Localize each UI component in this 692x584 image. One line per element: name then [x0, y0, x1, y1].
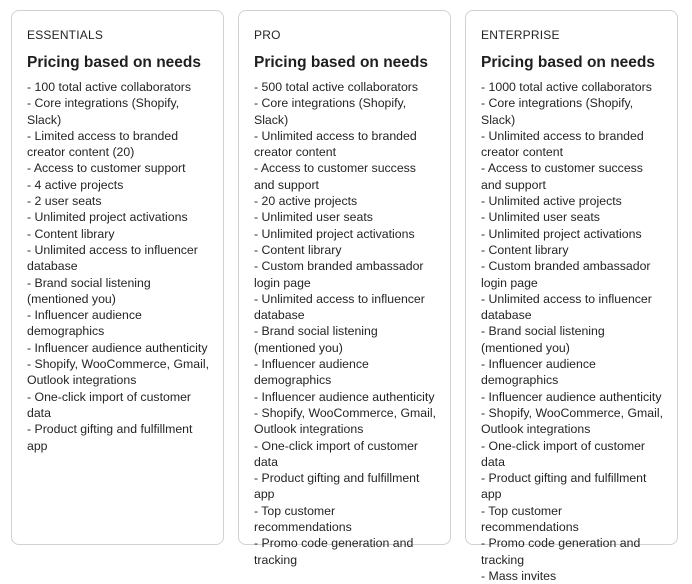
feature-item: - Shopify, WooCommerce, Gmail, Outlook i…: [481, 405, 663, 437]
feature-item: - Unlimited access to influencer databas…: [481, 291, 652, 323]
feature-item: - Top customer recommendations: [254, 503, 352, 535]
feature-item: - Shopify, WooCommerce, Gmail, Outlook i…: [254, 405, 436, 437]
feature-item: - Unlimited user seats: [481, 210, 600, 225]
feature-item: - Influencer audience authenticity: [481, 389, 662, 404]
plan-name: PRO: [254, 28, 281, 42]
feature-item: - Access to customer support: [27, 161, 186, 176]
feature-item: - Promo code generation and tracking: [481, 536, 641, 567]
feature-item: - One-click import of customer data: [481, 438, 645, 469]
feature-item: - Unlimited project activations: [254, 226, 415, 241]
feature-item: - Product gifting and fulfillment app: [481, 471, 647, 502]
card-heading: Pricing based on needs: [27, 54, 201, 71]
plan-name: ESSENTIALS: [27, 28, 104, 42]
feature-item: - Brand social listening (mentioned you): [481, 324, 605, 355]
feature-item: - 1000 total active collaborators: [481, 80, 652, 94]
feature-item: - Limited access to branded creator cont…: [27, 128, 179, 160]
pricing-card: ENTERPRISE Pricing based on needs - 1000 t…: [465, 10, 678, 583]
feature-item: - Custom branded ambassador login page: [481, 259, 651, 290]
feature-item: - Influencer audience authenticity: [254, 389, 435, 404]
feature-item: - Product gifting and fulfillment app: [254, 471, 420, 502]
feature-item: - Influencer audience demographics: [254, 357, 369, 388]
feature-item: - Unlimited active projects: [481, 194, 622, 209]
feature-item: - Content library: [27, 226, 115, 241]
feature-list: - 100 total active collaborators - Core i…: [27, 79, 209, 454]
feature-item: - Shopify, WooCommerce, Gmail, Outlook i…: [27, 357, 209, 388]
feature-item: - Brand social listening (mentioned you): [254, 324, 378, 355]
feature-list: - 1000 total active collaborators - Core …: [481, 79, 663, 584]
feature-item: - Core integrations (Shopify, Slack): [27, 96, 180, 127]
card-heading: Pricing based on needs: [254, 54, 428, 71]
feature-item: - Influencer audience authenticity: [27, 340, 208, 355]
feature-item: - One-click import of customer data: [27, 389, 191, 420]
feature-item: - 500 total active collaborators: [254, 80, 419, 94]
page: {"cards": [ {"plan": "ESSENTIALS", "head…: [11, 10, 678, 583]
feature-item: - Product gifting and fulfillment app: [27, 422, 193, 453]
pricing-card: ESSENTIALS Pricing based on needs - 100 to…: [11, 10, 224, 545]
feature-item: - Unlimited project activations: [481, 226, 642, 241]
feature-item: - 100 total active collaborators: [27, 80, 192, 94]
feature-item: - Brand social listening (mentioned you): [27, 275, 151, 306]
feature-item: - Core integrations (Shopify, Slack): [481, 96, 634, 127]
feature-item: - Content library: [481, 242, 569, 257]
feature-item: - Unlimited access to influencer databas…: [27, 242, 198, 274]
pricing-card: PRO Pricing based on needs - 500 total act…: [238, 10, 451, 567]
feature-item: - Top customer recommendations: [481, 503, 579, 535]
feature-item: - Unlimited user seats: [254, 210, 373, 225]
feature-item: - Unlimited access to influencer databas…: [254, 291, 425, 323]
feature-item: - Promo code generation and tracking: [254, 536, 414, 567]
feature-item: - 4 active projects: [27, 177, 124, 192]
plan-name: ENTERPRISE: [481, 28, 560, 42]
feature-item: - Mass invites: [481, 568, 557, 583]
feature-item: - Unlimited access to branded creator co…: [481, 128, 644, 160]
feature-item: - Unlimited project activations: [27, 210, 188, 225]
feature-item: - Core integrations (Shopify, Slack): [254, 96, 407, 127]
feature-item: - Influencer audience demographics: [27, 308, 142, 339]
feature-item: - 2 user seats: [27, 194, 102, 209]
feature-item: - Custom branded ambassador login page: [254, 259, 424, 290]
feature-item: - Access to customer success and support: [254, 161, 416, 192]
card-heading: Pricing based on needs: [481, 54, 655, 71]
feature-item: - Influencer audience demographics: [481, 357, 596, 388]
feature-item: - Content library: [254, 242, 342, 257]
feature-item: - Access to customer success and support: [481, 161, 643, 192]
feature-item: - Unlimited access to branded creator co…: [254, 128, 417, 160]
feature-list: - 500 total active collaborators - Core i…: [254, 79, 436, 568]
feature-item: - One-click import of customer data: [254, 438, 418, 469]
feature-item: - 20 active projects: [254, 194, 358, 209]
